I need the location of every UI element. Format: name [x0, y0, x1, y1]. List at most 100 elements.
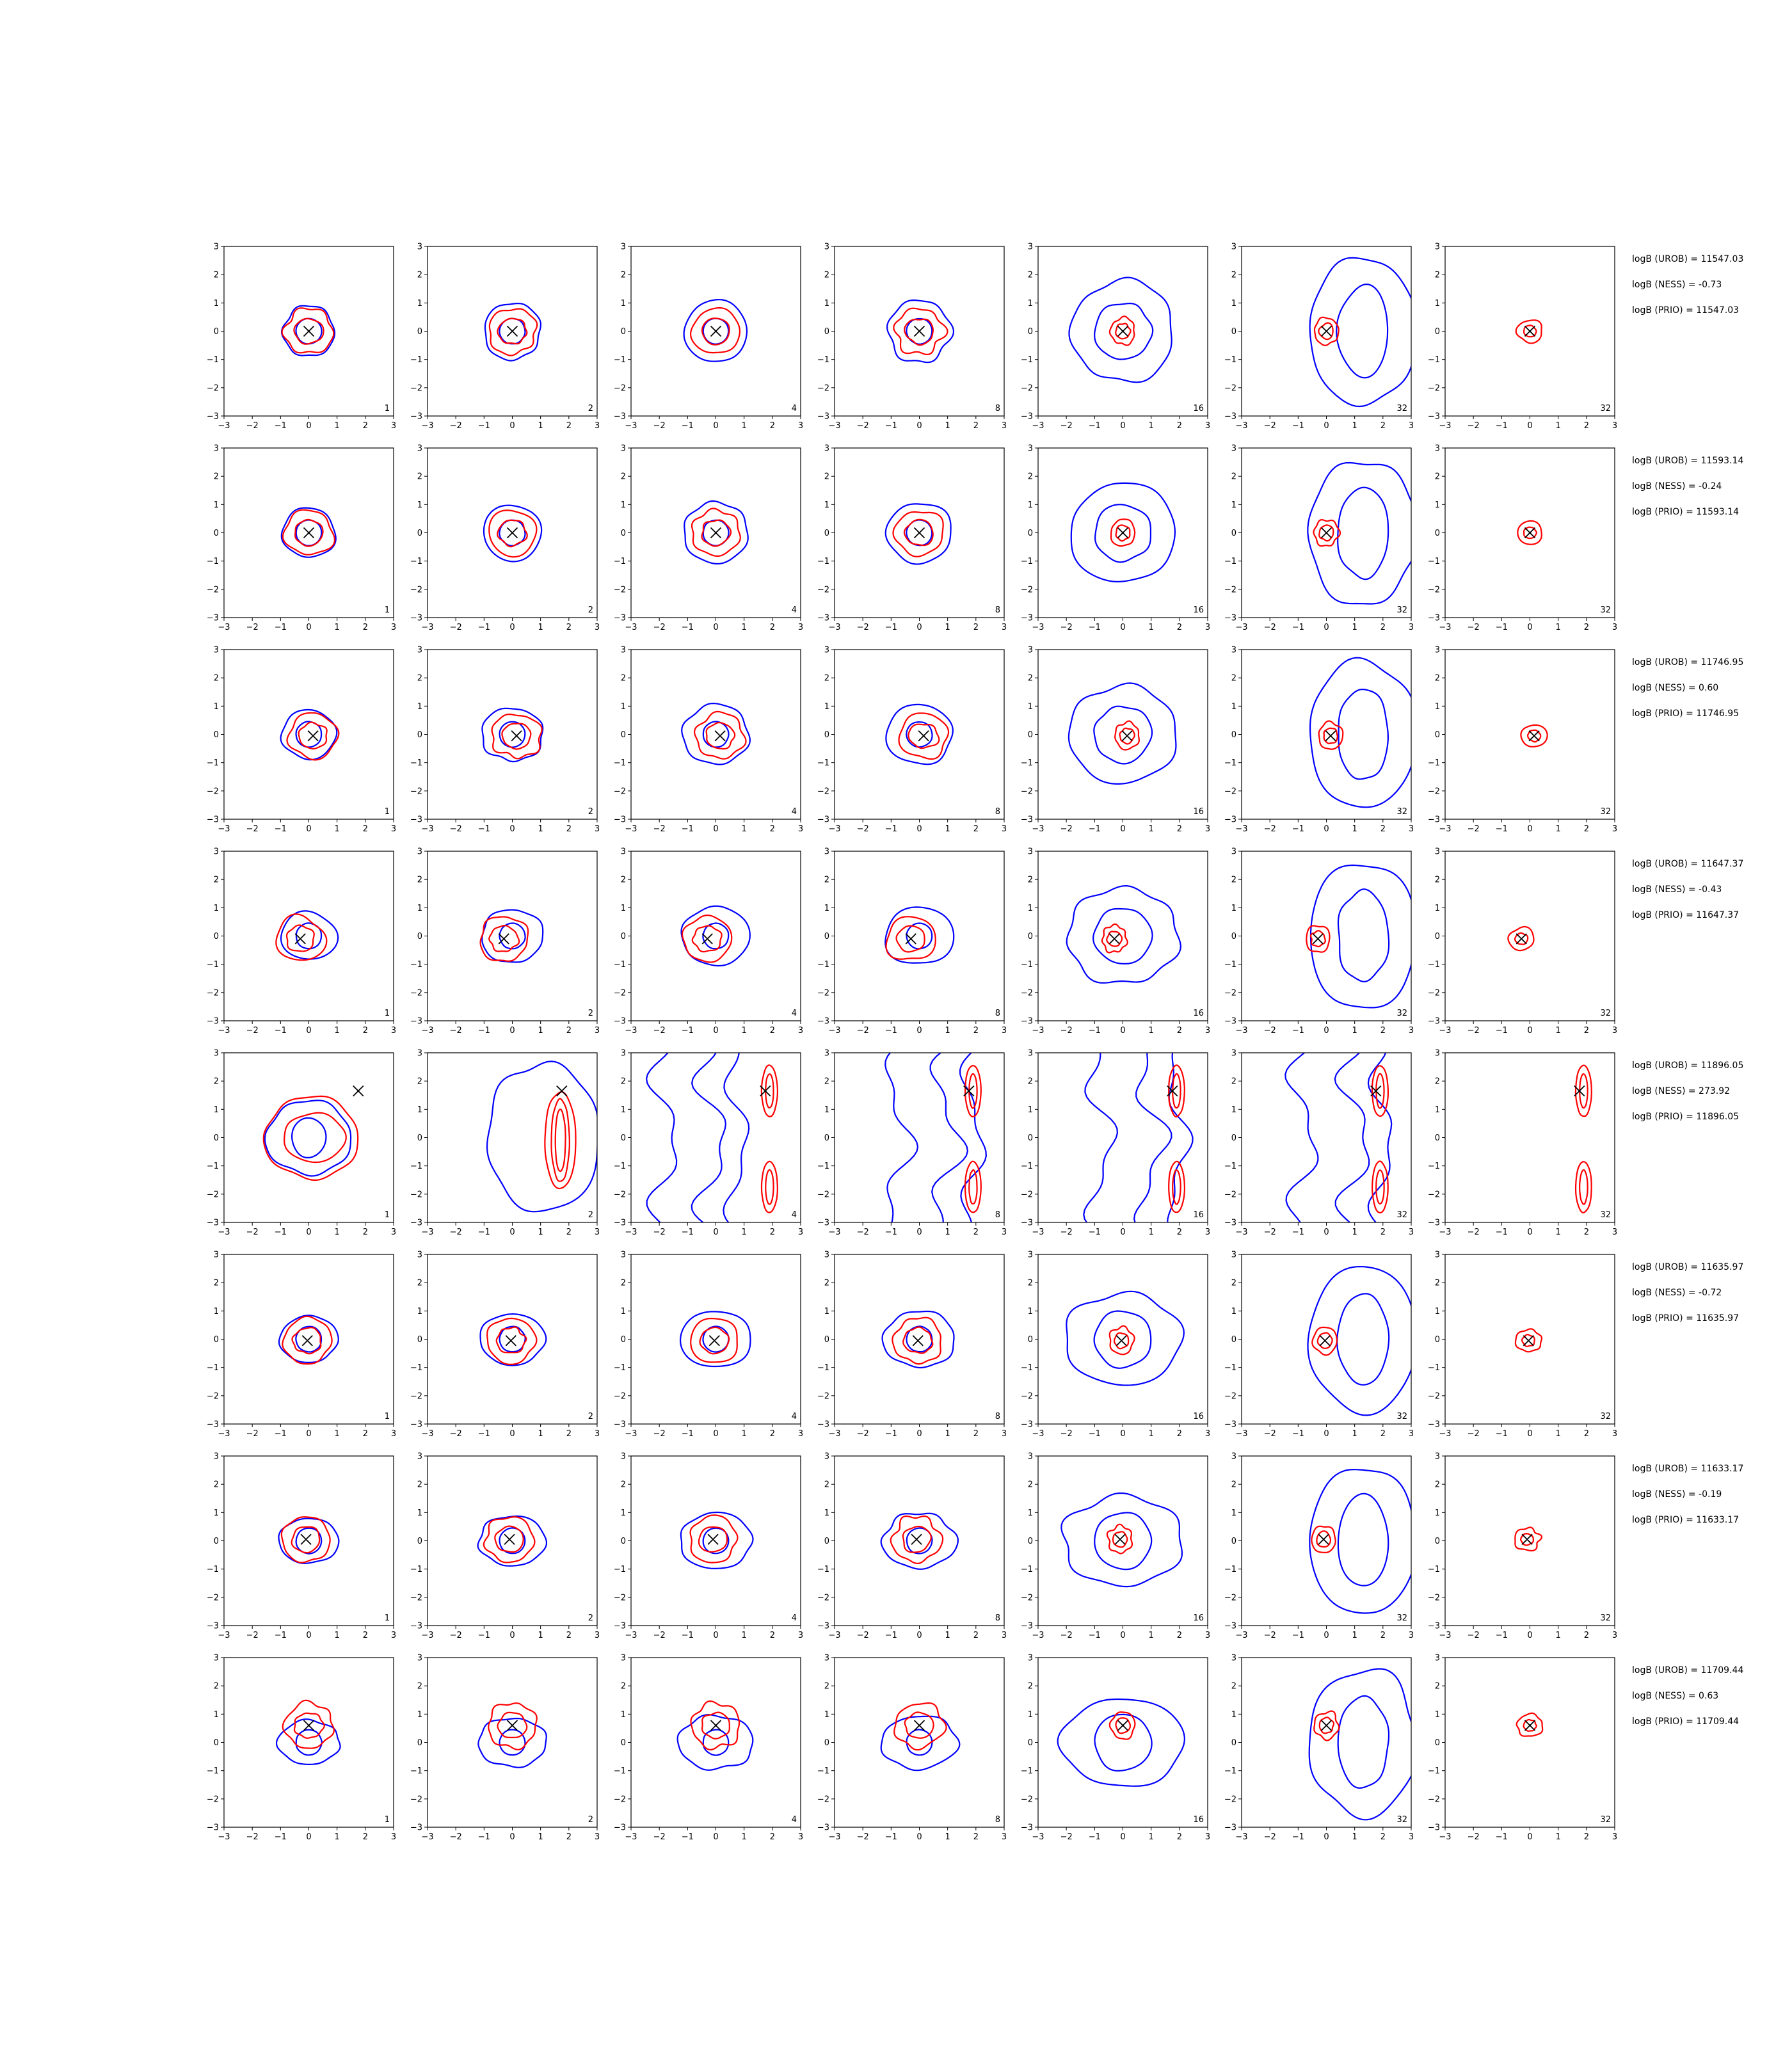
y-tick-label: 3: [1028, 444, 1033, 454]
contour-line-blue: [264, 1100, 352, 1177]
x-tick-label: 0: [916, 1832, 922, 1842]
y-tick-label: −1: [410, 1363, 422, 1373]
y-tick-label: −2: [1224, 1391, 1236, 1401]
panel-corner-label: 32: [1396, 1815, 1407, 1825]
y-tick-label: 2: [1231, 472, 1236, 482]
plot-frame: [223, 1657, 394, 1828]
x-tick-label: −3: [828, 623, 840, 632]
contour-line-red: [1311, 1525, 1336, 1553]
y-tick-label: 2: [214, 1279, 219, 1288]
x-tick-label: 1: [538, 1631, 543, 1640]
y-tick-label: 0: [1231, 1738, 1236, 1748]
plot-frame: [223, 1052, 394, 1223]
y-tick-label: 1: [417, 904, 422, 913]
x-tick-label: −2: [653, 1429, 666, 1439]
logb-annotation: logB (NESS) = -0.19: [1632, 1489, 1722, 1500]
x-tick-label: −1: [1496, 623, 1508, 632]
y-tick-label: 1: [1435, 1508, 1440, 1518]
contour-line-blue: [1336, 284, 1389, 379]
contour-line-red: [293, 317, 324, 345]
y-tick-label: 2: [1435, 1279, 1440, 1288]
x-tick-label: 1: [335, 1026, 340, 1036]
plot-frame: [630, 851, 801, 1021]
x-tick-label: 2: [770, 1429, 775, 1439]
x-tick-label: 0: [1324, 824, 1329, 834]
plot-frame: [834, 1052, 1005, 1223]
x-tick-label: 0: [713, 1429, 718, 1439]
x-tick-label: 3: [1409, 1429, 1414, 1439]
y-tick-label: 3: [824, 243, 829, 252]
y-tick-label: 0: [621, 730, 626, 740]
contour-area: [1515, 319, 1542, 344]
panel-corner-label: 4: [792, 1009, 797, 1018]
x-tick-label: 0: [509, 1228, 515, 1237]
x-tick-label: −1: [885, 1832, 897, 1842]
x-tick-label: 0: [713, 1228, 718, 1237]
y-tick-label: −1: [1021, 1162, 1033, 1171]
y-tick-label: −1: [1021, 1766, 1033, 1776]
y-tick-label: −3: [614, 1823, 626, 1833]
contour-area: [645, 1053, 778, 1222]
contour-line-red: [497, 519, 528, 548]
y-tick-label: 0: [1435, 730, 1440, 740]
x-marker: [760, 1085, 771, 1097]
x-tick-label: −3: [1032, 623, 1044, 632]
y-tick-label: −1: [1428, 1162, 1440, 1171]
x-tick-label: 2: [973, 1228, 979, 1237]
y-tick-label: −3: [410, 1622, 422, 1631]
x-tick-label: −3: [1032, 824, 1044, 834]
contour-line-red: [1119, 727, 1135, 745]
x-tick-label: 1: [945, 824, 950, 834]
contour-line-blue: [1092, 908, 1153, 965]
contour-line-red: [483, 1516, 536, 1564]
y-tick-label: 2: [417, 271, 422, 280]
contour-area: [1309, 1468, 1411, 1614]
x-marker: [1574, 1085, 1585, 1097]
x-tick-label: 0: [1324, 1026, 1329, 1036]
y-tick-label: −1: [614, 1363, 626, 1373]
y-tick-label: 2: [1028, 1682, 1033, 1692]
x-tick-label: 2: [363, 1429, 368, 1439]
y-tick-label: −2: [614, 1593, 626, 1603]
x-tick-label: −3: [421, 1631, 433, 1640]
contour-line-red: [486, 1317, 538, 1365]
y-tick-label: −3: [410, 412, 422, 422]
y-tick-label: −3: [207, 1420, 219, 1430]
contour-line-blue: [1307, 1265, 1411, 1416]
contour-line-red: [479, 916, 529, 962]
y-tick-label: −1: [1021, 1363, 1033, 1373]
y-tick-label: 0: [214, 730, 219, 740]
y-tick-label: 0: [824, 529, 829, 538]
panel-corner-label: 4: [792, 1210, 797, 1220]
y-tick-label: −3: [1224, 1420, 1236, 1430]
contour-line-red: [1523, 526, 1537, 540]
y-tick-label: 3: [1435, 1251, 1440, 1260]
contour-line-red: [1371, 1065, 1389, 1117]
plot-frame: [1444, 649, 1615, 820]
y-tick-label: 3: [417, 847, 422, 857]
y-tick-label: 3: [214, 444, 219, 454]
y-tick-label: −3: [614, 614, 626, 623]
y-tick-label: −3: [207, 1823, 219, 1833]
contour-line-blue: [280, 507, 337, 558]
x-tick-label: −1: [1292, 1631, 1304, 1640]
x-tick-label: −1: [1089, 1026, 1101, 1036]
x-tick-label: 0: [509, 1631, 515, 1640]
x-tick-label: 3: [391, 1631, 396, 1640]
x-tick-label: 0: [1120, 421, 1125, 431]
panel-corner-label: 4: [792, 1815, 797, 1825]
panel-corner-label: 32: [1396, 404, 1407, 413]
x-tick-label: −1: [885, 1631, 897, 1640]
y-tick-label: 1: [1028, 1307, 1033, 1316]
x-tick-label: −2: [857, 623, 869, 632]
y-tick-label: −1: [207, 1162, 219, 1171]
x-tick-label: 2: [1380, 1429, 1386, 1439]
x-tick-label: 3: [1002, 1429, 1007, 1439]
contour-line-red: [893, 1702, 947, 1751]
y-tick-label: 3: [214, 1049, 219, 1059]
